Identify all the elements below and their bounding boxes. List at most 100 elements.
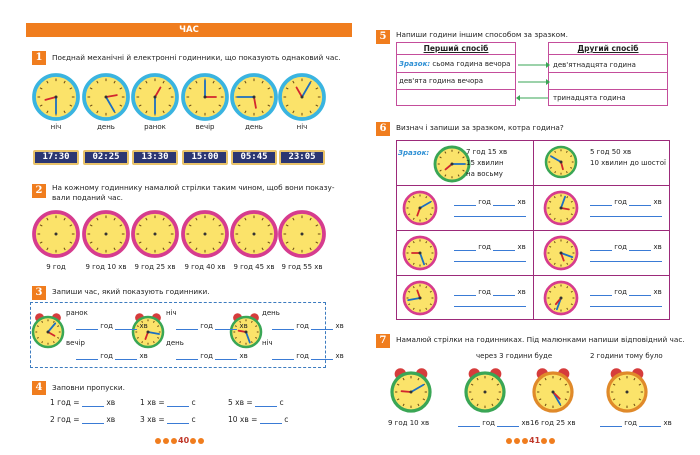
time-of-day-label: день <box>245 123 263 131</box>
sample6-text-1: 7 год 15 хв 15 хвилин на восьму <box>466 148 508 178</box>
task7-alarm-clock <box>464 368 506 413</box>
task6-clocks <box>402 145 579 316</box>
first-way-header: Перший спосіб <box>396 42 516 55</box>
mechanical-clock <box>181 73 229 121</box>
time-blank: год хв <box>600 419 672 427</box>
empty-clock <box>32 210 80 258</box>
sample-clock <box>433 145 471 183</box>
answer-blanks: год хв <box>76 322 148 330</box>
task7-alarm-clock <box>532 368 574 413</box>
sample6-text-2: 5 год 50 хв 10 хвилин до шостої <box>590 148 666 167</box>
mechanical-clock <box>32 73 80 121</box>
answer-blanks: год хв <box>272 352 344 360</box>
page-number-left: 40 <box>154 436 205 445</box>
word-blank <box>590 306 662 307</box>
alarm-clocks-row <box>31 313 263 349</box>
target-time-label: 9 год 25 хв <box>134 263 176 271</box>
target-time-label: 9 год 45 хв <box>233 263 275 271</box>
empty-clock <box>181 210 229 258</box>
conversion-blank: 1 хв = с <box>140 398 196 407</box>
empty-clock <box>131 210 179 258</box>
sample-first: сьома година вечора <box>432 60 511 68</box>
second-row3: тринадцята година <box>553 94 626 102</box>
task6-clock <box>543 235 579 271</box>
time-of-day-label: ніч <box>296 123 308 131</box>
task-number-1: 1 <box>32 51 46 65</box>
task-3-frame <box>30 302 326 368</box>
task7-alarm-clock <box>606 368 648 413</box>
first-row2: дев'ята година вечора <box>399 77 484 85</box>
conversion-blank: 5 хв = с <box>228 398 284 407</box>
task-number-7: 7 <box>376 334 390 348</box>
digital-clock: 02:25 <box>83 150 129 165</box>
time-of-day-label: ніч <box>50 123 62 131</box>
task7-alarm-clocks <box>390 368 648 413</box>
task-4-text: Заповни пропуски. <box>52 383 125 392</box>
task-5-text: Напиши години іншим способом за зразком. <box>396 30 568 39</box>
digital-clock: 23:05 <box>279 150 325 165</box>
time-blank: год хв <box>590 198 662 206</box>
conversion-blank: 1 год = хв <box>50 398 116 407</box>
tag-label: ніч <box>262 339 273 347</box>
answer-blanks: год хв <box>272 322 344 330</box>
second-row1: дев'ятнадцята година <box>553 61 636 69</box>
tag-label: ранок <box>66 309 88 317</box>
task-7-text: Намалюй стрілки на годинниках. Під малюн… <box>396 335 685 344</box>
task6-clock <box>543 280 579 316</box>
tag-label: вечір <box>66 339 85 347</box>
connector-arrows <box>516 62 550 101</box>
first-way-table <box>396 42 516 106</box>
word-blank <box>454 261 526 262</box>
time-blank: год хв <box>454 243 526 251</box>
mechanical-clocks-row <box>32 73 326 121</box>
task-2-text-line2: вали поданий час. <box>52 193 123 202</box>
task-3-text: Запиши час, який показують годинники. <box>52 287 210 296</box>
alarm-clock <box>131 313 165 349</box>
target-time-label: 9 год 10 хв <box>85 263 127 271</box>
time-of-day-label: ранок <box>144 123 166 131</box>
time-of-day-label: день <box>97 123 115 131</box>
task6-clock <box>402 190 438 226</box>
time-blank: год хв <box>458 419 530 427</box>
task-1-text: Поєднай механічні й електронні годинники… <box>52 53 341 62</box>
answer-blanks: год хв <box>176 322 248 330</box>
mechanical-clock <box>230 73 278 121</box>
task6-clock <box>543 190 579 226</box>
alarm-clock <box>229 313 263 349</box>
tag-label: ніч <box>166 309 177 317</box>
tag-label: день <box>166 339 184 347</box>
digital-clock: 13:30 <box>132 150 178 165</box>
alarm-clock <box>31 313 65 349</box>
time-blank: год хв <box>454 288 526 296</box>
word-blank <box>590 216 662 217</box>
task7-alarm-clock <box>390 368 432 413</box>
caption-3-hours: через 3 години буде <box>476 352 553 360</box>
word-blank <box>454 306 526 307</box>
answer-blanks: год хв <box>176 352 248 360</box>
empty-clocks-row <box>32 210 326 258</box>
caption-2-hours-ago: 2 години тому було <box>590 352 663 360</box>
conversion-blank: 10 хв = с <box>228 415 289 424</box>
time-blank: год хв <box>590 243 662 251</box>
target-time-label: 9 год 40 хв <box>184 263 226 271</box>
mechanical-clock <box>131 73 179 121</box>
word-blank <box>454 216 526 217</box>
second-way-table <box>548 42 668 106</box>
task-number-2: 2 <box>32 184 46 198</box>
task6-clock <box>402 280 438 316</box>
task-number-5: 5 <box>376 30 390 44</box>
digital-clock: 05:45 <box>231 150 277 165</box>
conversion-blank: 2 год = хв <box>50 415 116 424</box>
time-blank: год хв <box>454 198 526 206</box>
time-of-day-label: вечір <box>195 123 215 131</box>
sample-tag-6: Зразок: <box>398 149 430 157</box>
digital-clock: 15:00 <box>182 150 228 165</box>
answer-blanks: год хв <box>76 352 148 360</box>
target-time-label: 9 год 55 хв <box>281 263 323 271</box>
tag-label: день <box>262 309 280 317</box>
task-2-text-line1: На кожному годиннику намалюй стрілки так… <box>52 183 335 192</box>
word-blank <box>590 261 662 262</box>
task-number-6: 6 <box>376 122 390 136</box>
empty-clock <box>230 210 278 258</box>
